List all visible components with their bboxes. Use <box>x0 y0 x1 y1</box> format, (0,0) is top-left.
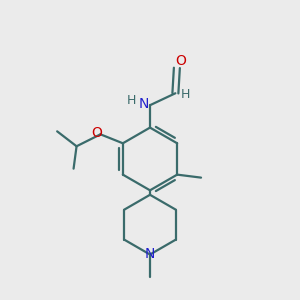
Text: O: O <box>92 125 102 140</box>
Text: H: H <box>181 88 190 101</box>
Text: O: O <box>175 54 186 68</box>
Text: N: N <box>138 97 148 111</box>
Text: H: H <box>127 94 136 107</box>
Text: N: N <box>145 247 155 261</box>
